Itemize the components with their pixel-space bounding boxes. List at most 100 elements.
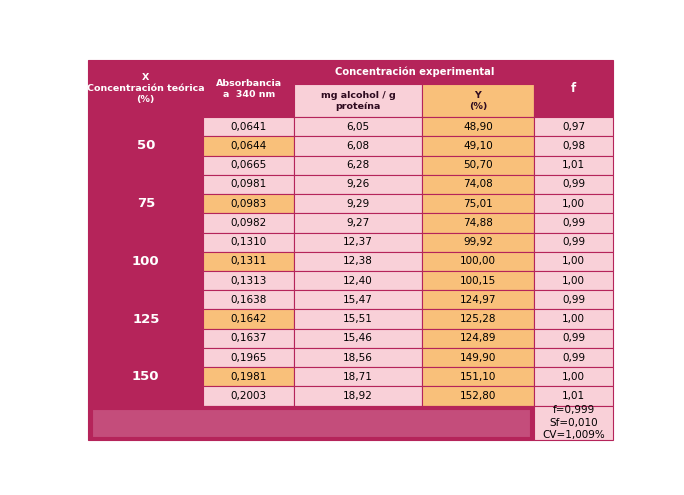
Text: f: f	[571, 82, 576, 95]
Bar	[88, 348, 203, 405]
Bar	[422, 367, 534, 387]
Text: 151,10: 151,10	[460, 372, 496, 382]
Text: 50: 50	[137, 140, 155, 152]
Bar	[294, 309, 422, 329]
Bar	[203, 348, 294, 367]
Bar	[203, 271, 294, 290]
Bar	[88, 175, 203, 233]
Bar	[422, 175, 534, 194]
Text: 6,08: 6,08	[347, 141, 369, 151]
Text: 100: 100	[132, 255, 159, 268]
Text: 6,28: 6,28	[347, 160, 370, 170]
Bar	[534, 252, 613, 271]
Bar	[294, 252, 422, 271]
Bar	[534, 309, 613, 329]
Bar	[203, 117, 294, 136]
Bar	[422, 271, 534, 290]
Bar	[422, 213, 534, 233]
Bar	[534, 367, 613, 387]
Text: 0,1981: 0,1981	[231, 372, 267, 382]
Text: 0,99: 0,99	[562, 179, 585, 190]
Text: 1,00: 1,00	[562, 372, 585, 382]
Bar	[294, 117, 422, 136]
Bar	[203, 290, 294, 309]
Bar	[534, 387, 613, 405]
Text: 0,97: 0,97	[562, 122, 585, 132]
Text: 9,27: 9,27	[347, 218, 370, 228]
Text: Absorbancia
a  340 nm: Absorbancia a 340 nm	[216, 79, 282, 99]
Text: 0,98: 0,98	[562, 141, 585, 151]
Bar	[422, 252, 534, 271]
Bar	[422, 348, 534, 367]
Text: 0,1965: 0,1965	[231, 352, 267, 362]
Bar	[294, 367, 422, 387]
Bar	[203, 175, 294, 194]
Text: 75: 75	[137, 197, 155, 210]
Bar	[534, 60, 613, 117]
Text: 12,38: 12,38	[343, 256, 373, 266]
Bar	[294, 213, 422, 233]
Bar	[88, 290, 203, 348]
Bar	[203, 309, 294, 329]
Text: 9,26: 9,26	[347, 179, 370, 190]
Text: 50,70: 50,70	[463, 160, 492, 170]
Text: 74,88: 74,88	[463, 218, 493, 228]
Bar	[534, 290, 613, 309]
Text: 0,1311: 0,1311	[231, 256, 267, 266]
Bar	[534, 136, 613, 155]
Text: 0,0982: 0,0982	[231, 218, 267, 228]
Bar	[203, 136, 294, 155]
Bar	[294, 233, 422, 252]
Bar	[88, 405, 534, 440]
Bar	[534, 213, 613, 233]
Text: 75,01: 75,01	[463, 198, 493, 209]
Bar	[203, 329, 294, 348]
Bar	[294, 155, 422, 175]
Bar	[294, 290, 422, 309]
Text: Concentración experimental: Concentración experimental	[334, 67, 494, 77]
Bar	[203, 367, 294, 387]
Text: 18,56: 18,56	[343, 352, 373, 362]
Bar	[534, 194, 613, 213]
Bar	[294, 329, 422, 348]
Bar	[534, 233, 613, 252]
Bar	[203, 213, 294, 233]
Bar	[422, 84, 534, 117]
Text: 1,01: 1,01	[562, 391, 585, 401]
Bar	[294, 60, 534, 84]
Text: 0,0665: 0,0665	[231, 160, 267, 170]
Text: 0,0644: 0,0644	[231, 141, 267, 151]
Text: 99,92: 99,92	[463, 237, 493, 247]
Text: 0,99: 0,99	[562, 352, 585, 362]
Bar	[294, 387, 422, 405]
Text: 48,90: 48,90	[463, 122, 493, 132]
Text: 15,46: 15,46	[343, 333, 373, 344]
Text: 18,92: 18,92	[343, 391, 373, 401]
Bar	[294, 348, 422, 367]
Bar	[534, 348, 613, 367]
Bar	[422, 290, 534, 309]
Text: 12,40: 12,40	[343, 276, 373, 286]
Text: 0,99: 0,99	[562, 218, 585, 228]
Text: 49,10: 49,10	[463, 141, 493, 151]
Bar	[422, 117, 534, 136]
Text: 1,00: 1,00	[562, 198, 585, 209]
Text: 1,01: 1,01	[562, 160, 585, 170]
Bar	[294, 194, 422, 213]
Bar	[294, 136, 422, 155]
Text: 152,80: 152,80	[460, 391, 496, 401]
Text: 0,0981: 0,0981	[231, 179, 267, 190]
Bar	[203, 387, 294, 405]
Bar	[88, 60, 203, 117]
Bar	[422, 387, 534, 405]
Text: 1,00: 1,00	[562, 314, 585, 324]
Text: 0,99: 0,99	[562, 237, 585, 247]
Bar	[203, 155, 294, 175]
Text: 124,97: 124,97	[460, 295, 496, 305]
Bar	[203, 233, 294, 252]
Bar	[422, 136, 534, 155]
Text: 0,99: 0,99	[562, 333, 585, 344]
Bar	[534, 175, 613, 194]
Text: 0,0641: 0,0641	[231, 122, 267, 132]
Bar	[422, 233, 534, 252]
